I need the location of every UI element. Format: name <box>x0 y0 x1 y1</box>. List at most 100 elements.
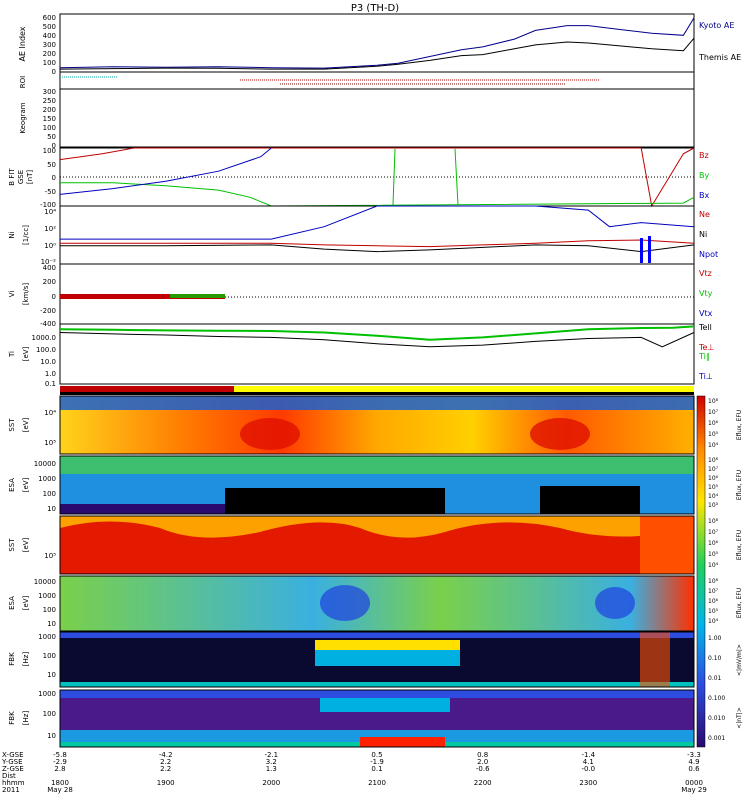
esa1-tick: 100 <box>43 490 56 498</box>
legend-bx: Bx <box>699 191 709 200</box>
x-tick-label: 0.1 <box>371 765 382 773</box>
cb-tick: 10⁸ <box>708 457 719 464</box>
esa1-tick: 1000 <box>38 475 56 483</box>
ne-line <box>60 239 695 248</box>
panel-ti: Ti [eV] 1000.0 100.0 10.0 1.0 0.1 Tell T… <box>8 323 714 388</box>
cb-tick: 10⁵ <box>708 431 719 438</box>
cb-tick: 10⁴ <box>708 562 719 569</box>
cb-tick: 10⁶ <box>708 420 719 427</box>
legend-vtz: Vtz <box>699 269 712 278</box>
ti-ylabel: [eV] <box>22 346 30 361</box>
cb-label: <|nT|> <box>736 707 743 729</box>
orbit-bar-black <box>60 392 694 395</box>
bfit-tick: -100 <box>40 201 56 209</box>
sst1-ylabel: [eV] <box>22 417 30 432</box>
x-tick-label: -5.8 <box>53 751 67 759</box>
ae-tick-label: 600 <box>43 14 56 22</box>
cb-tick: 1.00 <box>708 635 722 642</box>
cb-tick: 10³ <box>708 502 719 509</box>
ni-line <box>60 205 695 240</box>
fbk2-frame <box>59 689 695 748</box>
x-tick-label: 0.8 <box>477 751 488 759</box>
cb-label: Eflux, EFU <box>736 530 743 560</box>
x-row-label: hhmm <box>2 779 25 787</box>
panel-ae-frame <box>59 13 695 73</box>
by-spike <box>392 148 396 206</box>
x-tick-label: May 28 <box>47 786 73 794</box>
legend-by: By <box>699 171 709 180</box>
vi-ylabel: [km/s] <box>22 283 30 306</box>
esa2-tick: 1000 <box>38 592 56 600</box>
orbit-bar-red <box>60 386 234 392</box>
x-row-label: 2011 <box>2 786 20 794</box>
ni-tick: 10² <box>44 225 56 233</box>
ae-tick-label: 500 <box>43 23 56 31</box>
fbk1-right-burst <box>640 632 670 687</box>
cb-tick: 10⁷ <box>708 409 719 416</box>
x-row-label: Dist <box>2 772 16 780</box>
ti-line <box>59 332 695 348</box>
legend-npot: Npot <box>699 250 718 259</box>
x-tick-label: 1.3 <box>266 765 277 773</box>
colorbars: 10⁸ 10⁷ 10⁶ 10⁵ 10⁴ Eflux, EFU 10⁸ 10⁷ 1… <box>696 395 743 748</box>
esa2-tick: 10000 <box>34 578 56 586</box>
fbk1-tick: 100 <box>43 652 56 660</box>
panel-bfit-frame <box>59 147 695 207</box>
legend-ti-par: Ti∥ <box>698 352 710 361</box>
esa1-ylabel: ESA <box>8 478 16 492</box>
cb-tick: 10⁸ <box>708 578 719 585</box>
ae-tick-label: 200 <box>43 50 56 58</box>
panel-bfit: B FIT GSE [nT] 100 50 0 -50 -100 Bz By B… <box>8 147 709 209</box>
fbk2-ylabel: FBK <box>8 711 16 725</box>
bz-line <box>59 147 695 208</box>
legend-ne: Ne <box>699 210 710 219</box>
esa1-tick: 10000 <box>34 460 56 468</box>
legend-kyoto-ae: Kyoto AE <box>699 21 734 30</box>
sst1-frame <box>59 395 695 455</box>
cb-tick: 0.010 <box>708 715 725 722</box>
keogram-tick: 300 <box>43 88 56 96</box>
x-tick-label: -3.3 <box>687 751 701 759</box>
cb-tick: 10⁷ <box>708 588 719 595</box>
vi-tick: -200 <box>40 307 56 315</box>
cb-tick: 10⁷ <box>708 466 719 473</box>
x-tick-label: 0.5 <box>371 751 382 759</box>
panel-roi: ROI <box>19 71 695 90</box>
ni-ylabel: Ni <box>8 231 16 238</box>
fbk2-tick: 1000 <box>38 690 56 698</box>
cb-tick: 10⁶ <box>708 540 719 547</box>
x-tick-label: -0.6 <box>476 765 490 773</box>
cb-tick: 10⁵ <box>708 484 719 491</box>
sst1-tick: 10⁴ <box>44 409 56 417</box>
sst2-ylabel: [eV] <box>22 537 30 552</box>
fbk2-tick: 10 <box>47 732 56 740</box>
bfit-tick: -50 <box>45 188 56 196</box>
x-row-label: Z-GSE <box>2 765 24 773</box>
legend-ni: Ni <box>699 230 707 239</box>
legend-ti-perp: Ti⊥ <box>698 372 713 381</box>
sst2-ylabel: SST <box>8 538 16 552</box>
ni-tick: 10⁰ <box>44 242 56 250</box>
esa2-tick: 10 <box>47 620 56 628</box>
fbk2-cyan-band <box>320 698 450 712</box>
keogram-tick: 200 <box>43 106 56 114</box>
x-tick-label: 2100 <box>368 779 386 787</box>
esa2-frame <box>59 575 695 632</box>
ti-tick: 1000.0 <box>32 334 57 342</box>
panel-keogram-frame <box>59 88 695 148</box>
x-tick-label: 1800 <box>51 779 69 787</box>
sst2-frame <box>59 515 695 575</box>
legend-vtx: Vtx <box>699 309 713 318</box>
x-tick-label: 1900 <box>157 779 175 787</box>
bfit-ylabel: GSE <box>17 170 25 184</box>
panel-sst1: SST [eV] 10⁴ 10⁵ <box>8 395 695 455</box>
fbk1-ylabel: FBK <box>8 652 16 666</box>
panel-esa2: ESA [eV] 10000 1000 100 10 <box>8 575 695 632</box>
cb-tick: 10⁵ <box>708 608 719 615</box>
cb-tick: 10⁷ <box>708 529 719 536</box>
sst2-tick: 10⁵ <box>44 552 56 560</box>
roi-ylabel: ROI <box>19 76 27 88</box>
orbit-bar-yellow <box>234 386 694 392</box>
x-tick-label: 2200 <box>474 779 492 787</box>
esa1-frame <box>59 455 695 515</box>
